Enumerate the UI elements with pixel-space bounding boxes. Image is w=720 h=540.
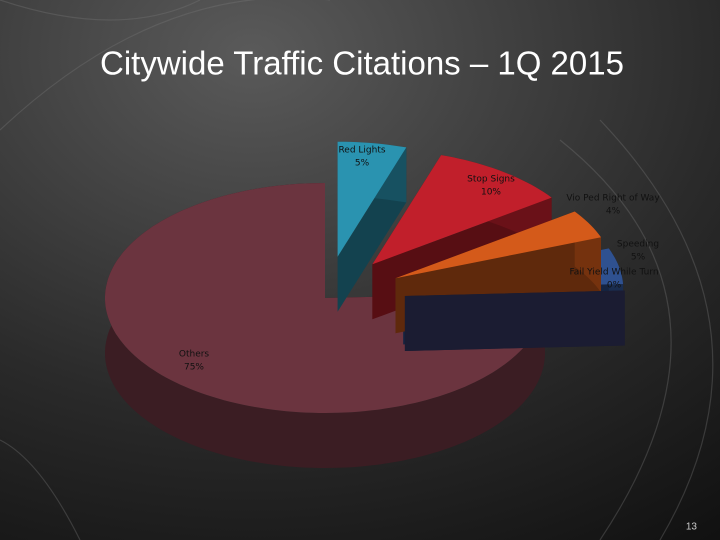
slice-top — [372, 155, 552, 265]
slice-label: Speeding — [617, 240, 659, 250]
pie-slice — [337, 141, 407, 312]
slice-top — [337, 141, 407, 257]
slice-top — [105, 183, 545, 413]
slice-label: Others — [179, 350, 210, 360]
slice-value-label: 0% — [607, 281, 622, 291]
pie-slice — [404, 290, 625, 351]
page-number: 13 — [686, 522, 698, 533]
slice-value-label: 4% — [606, 207, 621, 217]
slice-value-label: 5% — [631, 253, 646, 263]
slice-value-label: 75% — [184, 363, 204, 373]
slice-label: Red Lights — [338, 146, 385, 156]
slice-value-label: 5% — [355, 159, 370, 169]
slice-top — [404, 290, 625, 296]
pie-chart: Red Lights 5% Stop Signs 10% Vio Ped Right o… — [105, 141, 660, 468]
slice-label: Vio Ped Right of Way — [566, 194, 660, 204]
slice-top — [395, 211, 601, 279]
slide-title: Citywide Traffic Citations – 1Q 2015 — [100, 45, 624, 82]
slice-wall — [404, 290, 625, 351]
slice-label: Fail Yield While Turn — [569, 268, 658, 278]
slice-value-label: 10% — [481, 188, 501, 198]
slice-label: Stop Signs — [467, 175, 515, 185]
